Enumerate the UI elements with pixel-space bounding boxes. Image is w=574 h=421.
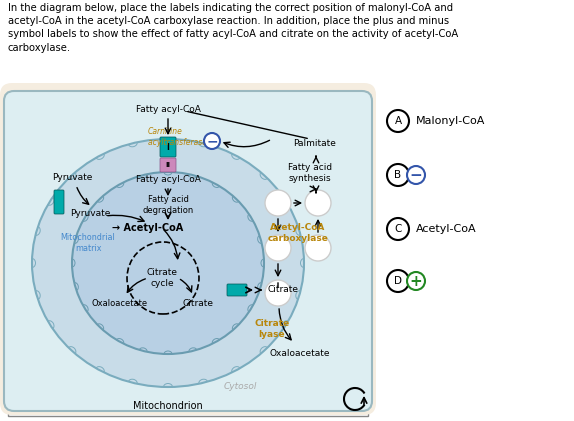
- Circle shape: [305, 235, 331, 261]
- Text: Oxaloacetate: Oxaloacetate: [270, 349, 330, 357]
- Circle shape: [305, 190, 331, 216]
- Circle shape: [387, 110, 409, 132]
- Text: Mitochondrion: Mitochondrion: [133, 401, 203, 411]
- Text: → Acetyl-CoA: → Acetyl-CoA: [113, 223, 184, 233]
- FancyBboxPatch shape: [54, 190, 64, 214]
- Circle shape: [265, 280, 291, 306]
- Text: Citrate: Citrate: [268, 285, 299, 295]
- Text: Citrate
cycle: Citrate cycle: [146, 268, 177, 288]
- Text: B: B: [394, 170, 402, 180]
- Text: Oxaloacetate: Oxaloacetate: [92, 298, 148, 307]
- Text: C: C: [394, 224, 402, 234]
- Text: Citrate
lyase: Citrate lyase: [254, 319, 290, 339]
- Text: −: −: [410, 168, 422, 182]
- Text: Palmitate: Palmitate: [293, 139, 336, 147]
- Text: D: D: [394, 276, 402, 286]
- Text: In the diagram below, place the labels indicating the correct position of malony: In the diagram below, place the labels i…: [8, 3, 458, 53]
- Text: Malonyl-CoA: Malonyl-CoA: [416, 116, 486, 126]
- Text: Cytosol: Cytosol: [223, 382, 257, 391]
- Text: Acetyl-CoA: Acetyl-CoA: [416, 224, 476, 234]
- Circle shape: [204, 133, 220, 149]
- FancyBboxPatch shape: [227, 284, 247, 296]
- Text: Fatty acid
synthesis: Fatty acid synthesis: [288, 163, 332, 183]
- Text: Mitochondrial
matrix: Mitochondrial matrix: [61, 233, 115, 253]
- FancyBboxPatch shape: [160, 137, 176, 157]
- Text: +: +: [410, 274, 422, 288]
- Circle shape: [407, 166, 425, 184]
- Text: II: II: [165, 162, 170, 168]
- Circle shape: [387, 218, 409, 240]
- Circle shape: [387, 270, 409, 292]
- Text: I: I: [166, 142, 169, 152]
- FancyBboxPatch shape: [4, 91, 372, 411]
- Text: Fatty acid
degradation: Fatty acid degradation: [142, 195, 193, 215]
- Circle shape: [265, 235, 291, 261]
- Circle shape: [265, 190, 291, 216]
- Text: Fatty acyl-CoA: Fatty acyl-CoA: [135, 104, 200, 114]
- Ellipse shape: [72, 172, 264, 354]
- FancyBboxPatch shape: [160, 158, 176, 172]
- Text: A: A: [394, 116, 402, 126]
- Circle shape: [387, 164, 409, 186]
- Text: Citrate: Citrate: [183, 298, 214, 307]
- Text: Pyruvate: Pyruvate: [70, 210, 110, 218]
- Text: Pyruvate: Pyruvate: [52, 173, 92, 182]
- Text: Acetyl-CoA
carboxylase: Acetyl-CoA carboxylase: [267, 223, 328, 242]
- FancyBboxPatch shape: [0, 83, 376, 415]
- Circle shape: [407, 272, 425, 290]
- Text: −: −: [206, 134, 218, 148]
- FancyBboxPatch shape: [8, 91, 368, 416]
- Text: Fatty acyl-CoA: Fatty acyl-CoA: [135, 174, 200, 184]
- Text: Carnitine
acyltransferase I: Carnitine acyltransferase I: [148, 127, 212, 147]
- Ellipse shape: [32, 139, 304, 387]
